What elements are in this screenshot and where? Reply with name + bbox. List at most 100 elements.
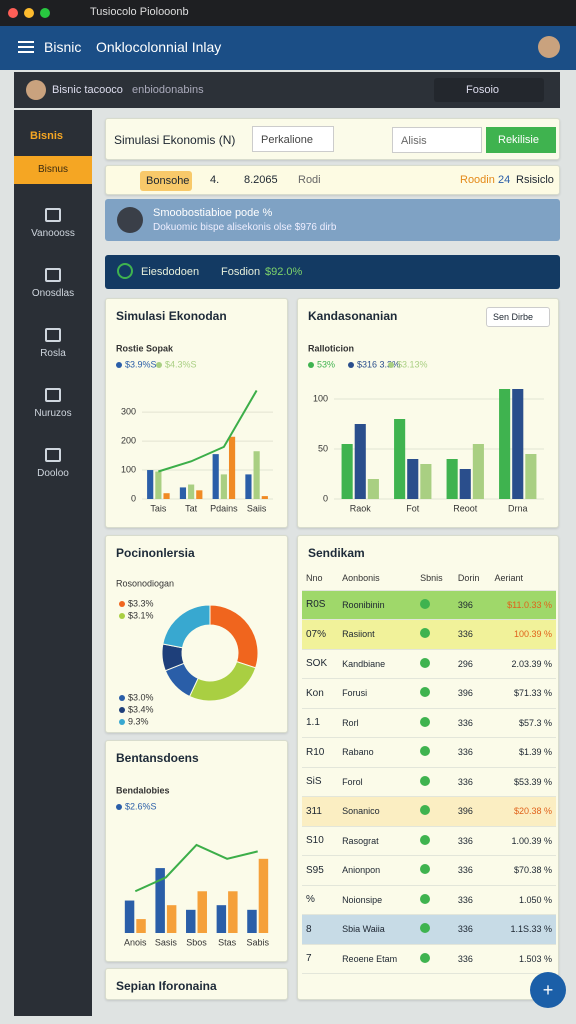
status-cell <box>416 619 454 650</box>
chart-title: Bentansdoens <box>116 751 199 765</box>
table-cell: Anionpon <box>338 855 417 886</box>
bar <box>354 424 366 499</box>
bar <box>253 451 260 499</box>
submit-button[interactable]: Rekilisie <box>486 127 556 153</box>
bar <box>446 459 458 499</box>
table-row[interactable]: SiS Forol 336 $53.39 % <box>302 767 556 797</box>
sidebar-item[interactable]: Vanoooss <box>14 208 92 239</box>
table-cell: 336 <box>453 944 491 974</box>
table-cell: 396 <box>453 590 491 620</box>
fab[interactable]: + <box>530 972 566 1008</box>
strip-value: $92.0% <box>265 266 303 278</box>
bar <box>472 444 484 499</box>
table-row[interactable]: R10 Rabano 336 $1.39 % <box>302 737 556 768</box>
sub-right[interactable]: Fosoio <box>466 84 500 96</box>
search-input[interactable]: Alisis <box>392 127 482 153</box>
footer-card: Sepian Iforonaina <box>105 968 288 1000</box>
strip-label: Eiesdodoen <box>141 266 200 278</box>
legend-label: $2.6%S <box>125 801 157 811</box>
menu-button[interactable] <box>18 41 34 43</box>
bar <box>136 919 146 933</box>
legend-swatch <box>119 695 125 701</box>
table-cell: 1.503 % <box>490 944 556 974</box>
x-tick-label: Saiis <box>247 503 267 513</box>
bar <box>216 905 227 933</box>
status: Roodin <box>460 174 495 186</box>
table-row[interactable]: 8 Sbia Waiia 336 1.1S.33 % <box>302 914 556 945</box>
table-row[interactable]: % Noionsipe 336 1.050 % <box>302 885 556 915</box>
bar <box>407 459 419 499</box>
footer-title: Sepian Iforonaina <box>116 979 217 993</box>
table-cell: 336 <box>453 737 491 768</box>
table-row[interactable]: SOK Kandbiane 296 2.03.39 % <box>302 649 556 679</box>
table-row[interactable]: Kon Forusi 396 $71.33 % <box>302 678 556 709</box>
app-header: Bisnic Onklocolonnial Inlay <box>0 26 576 70</box>
table-row[interactable]: R0S Roonibinin 396 $11.0.33 % <box>302 590 556 620</box>
bar <box>147 470 154 499</box>
x-tick-label: Anois <box>124 937 147 947</box>
donut-segment <box>209 604 259 669</box>
legend-label: $3.0% <box>128 692 154 702</box>
bar <box>197 891 207 933</box>
donut-card: Pocinonlersia Rosonodiogan $3.3% $3.1% $3.0%… <box>105 535 288 733</box>
table-cell: 1.050 % <box>490 885 556 915</box>
bar <box>163 493 170 499</box>
num: 24 <box>498 174 511 186</box>
status-cell <box>416 767 454 797</box>
table-cell: 336 <box>453 885 491 915</box>
table-row[interactable]: 07% Rasiiont 336 100.39 % <box>302 619 556 650</box>
bar <box>247 909 257 933</box>
legend-swatch <box>119 613 125 619</box>
bar <box>188 484 195 499</box>
value: 8.2065 <box>244 174 278 186</box>
bar <box>420 464 432 499</box>
table-row[interactable]: S10 Rasograt 336 1.00.39 % <box>302 826 556 856</box>
sidebar-item[interactable]: Onosdlas <box>14 268 92 299</box>
sidebar-item[interactable]: Rosla <box>14 328 92 359</box>
link[interactable]: Rsisiclo <box>516 174 554 186</box>
info-row: Bonsohe 4. 8.2065 Rodi Roodin 24 Rsisicl… <box>105 165 560 195</box>
y-tick-label: 50 <box>318 443 328 453</box>
browser-bar: Tusiocolo Piolooonb <box>0 0 576 26</box>
table-cell: % <box>302 885 339 915</box>
sidebar-item[interactable]: Bisnus <box>14 164 92 175</box>
sub-bar: Bisnic tacooco enbiodonabins Fosoio <box>14 72 560 108</box>
legend-swatch <box>116 804 122 810</box>
table-cell: $57.3 % <box>490 708 556 738</box>
status-cell <box>416 708 454 738</box>
legend-label: 9.3% <box>128 716 149 726</box>
tag: Bonsohe <box>140 171 192 191</box>
brand: Bisnic <box>44 39 82 55</box>
table-row[interactable]: 311 Sonanico 396 $20.38 % <box>302 796 556 827</box>
sidebar-item[interactable]: Dooloo <box>14 448 92 479</box>
sidebar-label: Bisnus <box>37 164 68 175</box>
bar <box>367 479 379 499</box>
table-row[interactable]: S95 Anionpon 336 $70.38 % <box>302 855 556 886</box>
table-cell: 336 <box>453 855 491 886</box>
table-cell: SOK <box>302 649 339 679</box>
card-button[interactable]: Sen Dirbe <box>486 307 550 327</box>
bar <box>525 454 537 499</box>
table-row[interactable]: 7 Reoene Etam 336 1.503 % <box>302 944 556 974</box>
dropdown[interactable]: Perkalione <box>252 126 334 152</box>
status-cell <box>416 678 454 709</box>
chart: Rosonodiogan $3.3% $3.1% $3.0% $3.4% 9.3% <box>116 578 259 726</box>
table-cell: Forol <box>338 767 417 797</box>
bar <box>258 858 269 933</box>
chart: Rostie Sopak $3.9%S $4.3%S 0 100 200 300 Tais Ta… <box>116 343 273 513</box>
bar <box>196 490 203 499</box>
legend-label: $3.3% <box>128 598 154 608</box>
y-tick-label: 300 <box>121 407 136 417</box>
avatar[interactable] <box>538 36 560 58</box>
legend-swatch <box>308 362 314 368</box>
bar <box>261 496 268 499</box>
table-cell: $1.39 % <box>490 737 556 768</box>
header-title: Onklocolonnial Inlay <box>96 39 222 55</box>
legend-swatch <box>388 362 394 368</box>
sidebar-label: Dooloo <box>37 468 69 479</box>
tab-title[interactable]: Tusiocolo Piolooonb <box>90 6 189 18</box>
table-cell: 100.39 % <box>490 619 556 650</box>
sidebar: Bisnis <box>14 110 92 1016</box>
table-row[interactable]: 1.1 Rorl 336 $57.3 % <box>302 708 556 738</box>
sidebar-item[interactable]: Nuruzos <box>14 388 92 419</box>
